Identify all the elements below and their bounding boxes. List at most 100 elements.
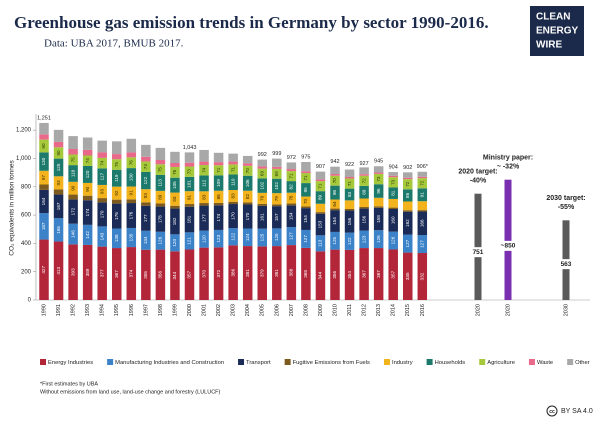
segment-label: 357 [390,270,395,278]
segment-label: 98 [332,190,337,196]
bar-segment [330,210,340,232]
y-axis-label: CO₂ equivalents in million tonnes [9,160,16,256]
segment-label: 130 [129,173,134,181]
bar-segment [141,156,151,162]
bar-segment [155,147,166,161]
bar-segment [242,155,253,164]
x-tick-label: 1995 [114,304,120,316]
segment-label: 124 [245,233,250,241]
bar-segment [141,249,151,300]
bar-segment [112,248,122,300]
bar-segment [242,190,253,203]
segment-label: 79 [274,196,279,202]
segment-label: 161 [259,213,264,221]
segment-label: 117 [99,173,104,181]
target-title: 2030 target: [546,195,585,202]
segment-label: 71 [289,173,294,179]
x-tick-label: 1998 [158,304,164,316]
legend-swatch [567,359,574,365]
bar-segment [82,195,93,201]
segment-label: 122 [347,237,352,245]
y-tick-label: 1,000 [16,156,32,162]
segment-label: 96 [376,188,381,194]
bar-segment [82,149,93,156]
segment-label: 112 [201,179,206,187]
bar-segment [344,232,355,250]
segment-label: 82 [289,184,294,190]
segment-label: 126 [158,236,163,244]
legend-swatch [426,359,433,365]
segment-label: 74 [99,160,104,166]
bar-segment [373,248,384,300]
bar-segment [403,177,413,180]
bar-segment [97,202,107,227]
segment-label: 93 [172,196,177,202]
bar-segment [417,176,428,179]
bar-segment [228,201,238,205]
target-title: 2020 target: [458,169,497,176]
segment-label: 76 [129,160,134,166]
segment-label: 153 [318,220,323,228]
logo-text: ENERGY [536,26,579,37]
bar-segment [170,151,180,163]
segment-label: 113 [158,179,163,187]
bar-segment [53,189,64,195]
bar-segment [199,230,209,248]
legend-label: Waste [537,360,553,366]
segment-label: 70 [332,178,337,184]
bar-segment [388,177,398,188]
x-tick-label: 2015 [405,304,411,316]
bar-segment [155,231,166,250]
bar-segment [170,205,180,209]
bar-segment [213,152,224,163]
bar-segment [199,191,209,204]
segment-label: 335 [405,272,410,280]
legend-label: Other [575,360,590,366]
total-label: 907 [316,164,325,170]
license-icon [546,405,558,417]
bar-segment [53,194,64,219]
bar-segment [68,194,78,200]
bar-segment [272,206,282,229]
bar-segment [184,166,195,177]
logo-text: WIRE [536,40,562,51]
bar-segment [97,152,107,158]
segment-label: 354 [347,271,352,279]
segment-label: 105 [172,181,177,189]
footnote: *First estimates by UBA [40,381,98,387]
x-tick-label: 1992 [71,304,77,316]
bar-segment [257,159,267,167]
segment-label: 71 [318,183,323,189]
segment-label: 86 [216,194,221,200]
bar-segment [373,173,384,185]
segment-label: 167 [56,202,61,210]
bar-segment [388,187,398,199]
y-tick-label: 800 [21,184,32,190]
segment-label: 73 [187,169,192,175]
bar-segment [242,165,253,176]
x-tick-label: 2013 [376,304,382,316]
bar-segment [184,232,195,250]
bar-segment [257,228,267,247]
bar-segment [301,162,311,172]
target-bar [474,193,482,300]
bar-segment [112,154,122,160]
segment-label: 90 [41,143,46,149]
bar-segment [315,203,326,213]
bar-segment [417,178,428,189]
bar-segment [68,165,78,182]
y-tick-label: 1,200 [16,128,32,134]
segment-label: 89 [361,189,366,195]
bar-segment [184,162,195,167]
bar-segment [199,175,209,192]
segment-label: 344 [318,271,323,279]
segment-label: 177 [201,214,206,222]
bar-segment [403,211,413,235]
bar-segment [330,185,340,200]
segment-label: 70 [303,198,308,204]
logo-box [530,6,584,56]
bar-segment [155,206,166,232]
segment-label: 379 [259,269,264,277]
bar-segment [315,181,326,192]
bar-segment [126,227,137,248]
